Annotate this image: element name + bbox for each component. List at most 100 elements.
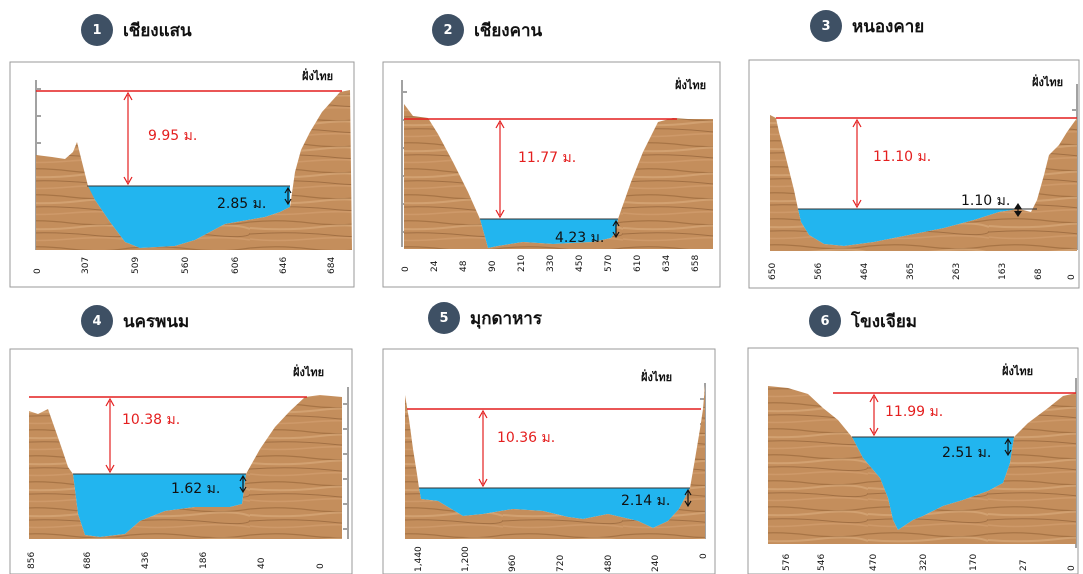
distance-tick: 24 [430,260,440,272]
distance-tick: 606 [231,257,241,274]
water-area [73,474,246,537]
flood-height-label: 10.38 ม. [122,412,180,428]
distance-tick: 509 [131,257,141,274]
riverbed-terrain [29,395,342,539]
flood-height-label: 11.77 ม. [518,150,576,166]
distance-tick: 163 [998,263,1008,280]
distance-tick: 686 [83,552,93,569]
distance-tick: 856 [27,552,37,569]
water-area [480,219,618,248]
distance-tick: 570 [604,255,614,272]
distance-tick: 40 [257,557,267,569]
distance-tick: 1,200 [461,546,471,572]
thai-bank-label: ฝั่งไทย [302,68,333,83]
water-depth-label: 1.62 ม. [171,481,220,497]
distance-tick: 0 [1067,565,1077,571]
station-name: นครพนม [123,311,190,332]
station-title-2: 2 เชียงคาน [432,14,542,46]
flood-height-label: 11.10 ม. [873,149,931,165]
thai-bank-label: ฝั่งไทย [675,77,706,92]
distance-tick: 436 [141,552,151,569]
water-area [419,488,690,528]
water-area [852,437,1014,530]
distance-tick: 307 [81,257,91,274]
distance-tick: 365 [906,263,916,280]
cross-section-panel-3: ฝั่งไทย 11.10 ม. 1.10 ม. 650 566 464 365… [748,59,1080,289]
distance-tick: 48 [459,260,469,272]
distance-tick: 27 [1019,560,1029,571]
cross-section-panel-4: ฝั่งไทย 10.38 ม. 1.62 ม. 856 686 436 186… [9,348,353,574]
water-depth-label: 1.10 ม. [961,193,1010,209]
distance-tick: 480 [604,555,614,572]
distance-tick: 68 [1034,268,1044,280]
thai-bank-label: ฝั่งไทย [641,369,672,384]
riverbed-terrain [770,115,1077,251]
water-area [798,209,1019,246]
distance-tick: 186 [199,552,209,569]
water-area [87,186,290,248]
distance-tick: 576 [782,554,792,571]
distance-tick: 546 [817,554,827,571]
station-title-1: 1 เชียงแสน [81,14,192,46]
station-number-badge: 4 [81,305,113,337]
thai-bank-label: ฝั่งไทย [1002,363,1033,378]
distance-tick: 0 [401,266,411,272]
distance-tick: 720 [556,555,566,572]
distance-tick: 210 [517,255,527,272]
flood-height-label: 10.36 ม. [497,430,555,446]
distance-tick: 0 [1067,274,1077,280]
distance-tick: 320 [919,554,929,571]
distance-tick: 464 [860,263,870,280]
flood-height-label: 9.95 ม. [148,128,197,144]
thai-bank-label: ฝั่งไทย [1032,74,1063,89]
distance-tick: 1,440 [414,546,424,572]
distance-tick: 610 [633,255,643,272]
distance-tick: 263 [952,263,962,280]
station-title-3: 3 หนองคาย [810,10,924,42]
station-title-5: 5 มุกดาหาร [428,302,542,334]
water-depth-label: 4.23 ม. [555,230,604,246]
distance-tick: 470 [869,554,879,571]
riverbed-terrain [36,90,352,250]
distance-tick: 0 [316,563,326,569]
station-number-badge: 5 [428,302,460,334]
distance-tick: 0 [699,553,709,559]
distance-tick: 330 [546,255,556,272]
riverbed-terrain [405,385,705,539]
station-name: มุกดาหาร [470,308,542,329]
cross-section-panel-2: ฝั่งไทย 11.77 ม. 4.23 ม. 0 24 48 90 210 … [382,61,721,288]
distance-tick: 90 [488,260,498,272]
water-depth-label: 2.51 ม. [942,445,991,461]
distance-tick: 560 [181,257,191,274]
distance-tick: 650 [768,263,778,280]
distance-tick: 646 [279,257,289,274]
water-depth-label: 2.85 ม. [217,196,266,212]
water-depth-label: 2.14 ม. [621,493,670,509]
riverbed-terrain [404,104,713,249]
distance-tick: 240 [651,555,661,572]
station-name: เชียงคาน [474,20,543,41]
station-title-6: 6 โขงเจียม [809,305,917,337]
station-name: เชียงแสน [123,20,192,41]
cross-section-panel-6: ฝั่งไทย 11.99 ม. 2.51 ม. 576 546 470 320… [747,347,1079,574]
station-number-badge: 1 [81,14,113,46]
station-name: โขงเจียม [851,311,917,332]
flood-height-label: 11.99 ม. [885,404,943,420]
distance-tick: 566 [814,263,824,280]
station-number-badge: 3 [810,10,842,42]
station-name: หนองคาย [852,16,925,37]
cross-section-panel-1: ฝั่งไทย 9.95 ม. 2.85 ม. 0 307 509 560 60… [9,61,355,288]
thai-bank-label: ฝั่งไทย [293,364,324,379]
station-number-badge: 6 [809,305,841,337]
station-title-4: 4 นครพนม [81,305,189,337]
distance-tick: 658 [691,255,701,272]
distance-tick: 170 [969,554,979,571]
distance-tick: 960 [508,555,518,572]
station-number-badge: 2 [432,14,464,46]
distance-tick: 0 [33,268,43,274]
distance-tick: 684 [327,257,337,274]
cross-section-panel-5: ฝั่งไทย 10.36 ม. 2.14 ม. 1,440 1,200 960… [382,348,716,574]
riverbed-terrain [768,386,1076,544]
distance-tick: 634 [662,255,672,272]
distance-tick: 450 [575,255,585,272]
